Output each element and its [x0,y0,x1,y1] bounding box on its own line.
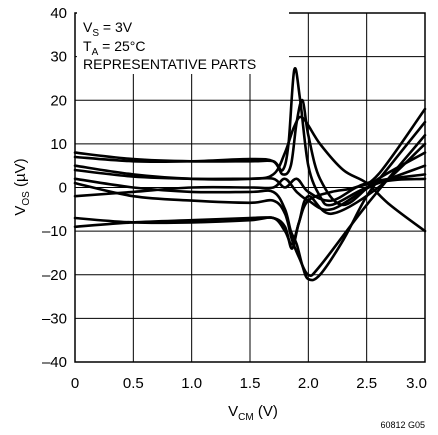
figure-id: 60812 G05 [380,420,425,430]
annotation-representative-parts: REPRESENTATIVE PARTS [83,56,256,72]
series-line-4 [73,142,427,246]
x-tick-label: 1.5 [240,375,261,392]
annotation-background [77,12,289,74]
x-tick-label: 2.0 [298,375,319,392]
annotation-supply-voltage: VS = 3V [83,19,133,39]
series-line-8 [73,177,427,212]
y-tick-label: –30 [42,310,67,327]
x-tick-label: 0 [71,375,79,392]
x-tick-label: 2.5 [356,375,377,392]
x-tick-label: 1.0 [181,375,202,392]
y-tick-label: –20 [42,267,67,284]
annotation-temperature: TA = 25°C [83,38,145,58]
plot-area [73,66,427,282]
series-line-6 [73,133,427,278]
x-tick-label: 0.5 [123,375,144,392]
y-tick-label: 0 [59,180,67,197]
y-tick-label: 40 [50,5,67,22]
y-axis-label: VOS (µV) [12,158,32,215]
y-tick-label: 20 [50,92,67,109]
y-tick-labels: –40 –30 –20 –10 0 10 20 30 40 [42,5,67,371]
y-tick-label: 30 [50,49,67,66]
y-tick-label: 10 [50,136,67,153]
y-tick-label: –10 [42,223,67,240]
x-axis-label: VCM (V) [228,403,278,423]
x-tick-labels: 0 0.5 1.0 1.5 2.0 2.5 3.0 [71,375,427,392]
x-tick-label: 3.0 [406,375,427,392]
series-line-9 [73,115,427,233]
series-line-5 [73,120,427,282]
y-tick-label: –40 [42,354,67,371]
